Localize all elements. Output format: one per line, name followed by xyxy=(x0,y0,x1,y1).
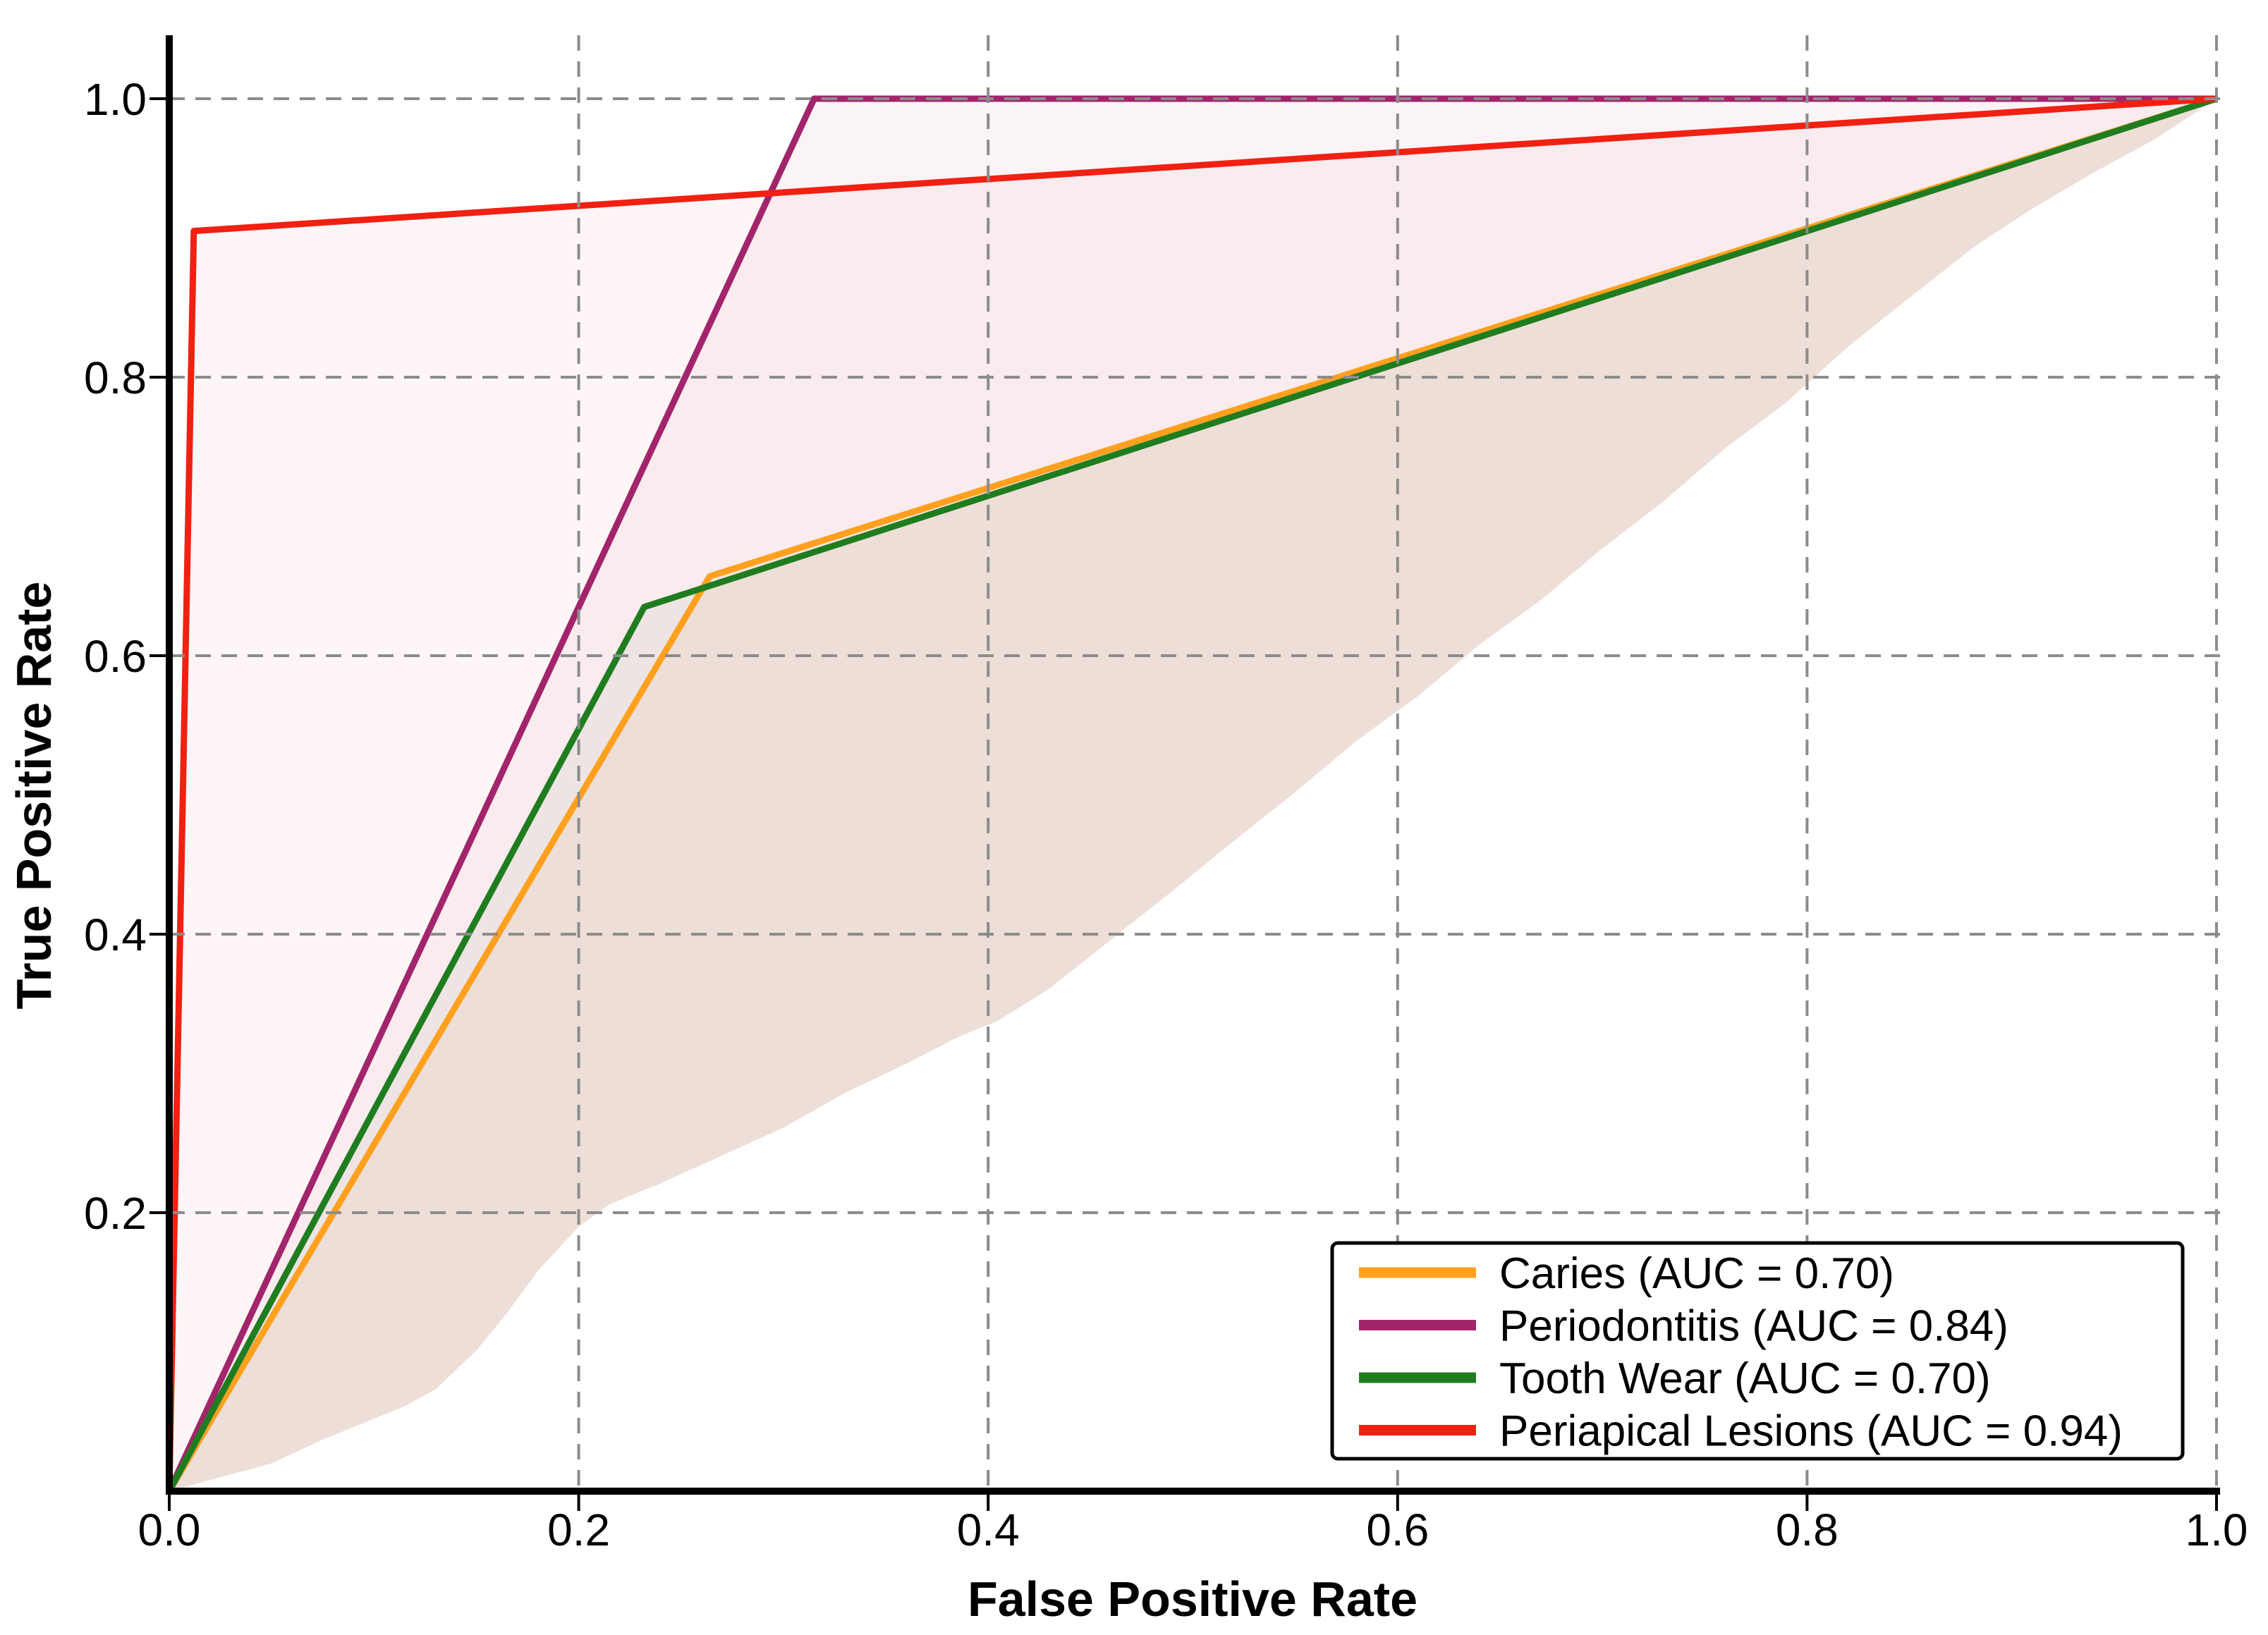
legend-label: Tooth Wear (AUC = 0.70) xyxy=(1499,1354,1991,1403)
legend: Caries (AUC = 0.70)Periodontitis (AUC = … xyxy=(1330,1241,2185,1461)
auc-fill-bands xyxy=(169,99,2217,1491)
auc-fill-periodontitis xyxy=(169,99,2217,1491)
x-tick-label: 0.2 xyxy=(547,1505,610,1555)
auc-fill-periapical-lesions xyxy=(169,99,2217,1491)
x-tick-label: 1.0 xyxy=(2185,1505,2248,1555)
auc-fill-caries xyxy=(169,99,2217,1491)
legend-label: Periodontitis (AUC = 0.84) xyxy=(1499,1302,2008,1351)
x-tick-label: 0.0 xyxy=(138,1505,201,1555)
y-tick-label: 0.4 xyxy=(84,910,147,960)
legend-label: Caries (AUC = 0.70) xyxy=(1499,1249,1894,1298)
roc-curve-periapical-lesions xyxy=(166,95,2217,1492)
y-axis-label: True Positive Rate xyxy=(6,582,61,1010)
axes-spines-ticks xyxy=(150,35,2220,1511)
x-axis-label: False Positive Rate xyxy=(968,1572,1418,1627)
legend-label: Periapical Lesions (AUC = 0.94) xyxy=(1499,1407,2123,1456)
y-tick-label: 0.8 xyxy=(84,353,147,403)
x-tick-label: 0.4 xyxy=(957,1505,1020,1555)
y-tick-label: 0.6 xyxy=(84,631,147,682)
roc-curve-tooth-wear xyxy=(166,95,2218,1493)
tick-labels: 0.0 0.2 0.4 0.6 0.8 1.0 0.2 0.4 0.6 0.8 1.0 xyxy=(84,74,2248,1555)
x-tick-label: 0.8 xyxy=(1776,1505,1839,1555)
legend-box xyxy=(1330,1241,2185,1461)
auc-fill-tooth-wear xyxy=(169,99,2217,1491)
x-tick-label: 0.6 xyxy=(1366,1505,1429,1555)
y-tick-label: 1.0 xyxy=(84,74,147,125)
y-tick-label: 0.2 xyxy=(84,1188,147,1239)
